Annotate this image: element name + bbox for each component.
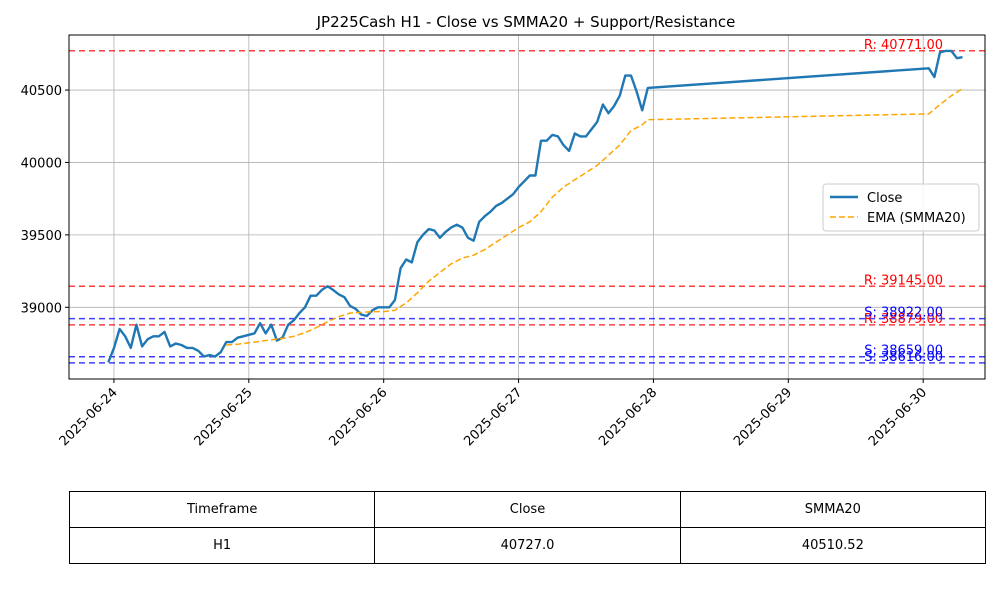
cell-smma20: 40510.52 bbox=[679, 527, 987, 564]
x-tick-label: 2025-06-26 bbox=[326, 385, 390, 449]
support-label: S: 38659.00 bbox=[864, 344, 943, 359]
legend-label: EMA (SMMA20) bbox=[867, 211, 966, 226]
levels bbox=[69, 50, 985, 364]
y-tick-label: 40500 bbox=[21, 84, 62, 99]
x-tick-label: 2025-06-29 bbox=[731, 385, 795, 449]
x-tick-label: 2025-06-30 bbox=[866, 385, 930, 449]
cell-timeframe: H1 bbox=[68, 527, 376, 564]
resistance-label: R: 38879.00 bbox=[864, 312, 943, 327]
x-tick-label: 2025-06-25 bbox=[192, 385, 256, 449]
y-tick-label: 39500 bbox=[21, 229, 62, 244]
x-tick-label: 2025-06-28 bbox=[596, 385, 660, 449]
cell-close: 40727.0 bbox=[374, 527, 681, 564]
legend-box bbox=[822, 183, 980, 232]
resistance-label: R: 39145.00 bbox=[864, 273, 943, 288]
series-line-ema-smma20 bbox=[226, 87, 963, 346]
legend-label: Close bbox=[867, 191, 902, 206]
summary-table: Timeframe Close SMMA20 H1 40727.0 40510.… bbox=[68, 491, 987, 564]
chart-title: JP225Cash H1 - Close vs SMMA20 + Support… bbox=[316, 13, 736, 31]
header-close: Close bbox=[374, 491, 681, 528]
y-axis: 39000 39500 40000 40500 bbox=[21, 84, 69, 316]
plot-frame bbox=[68, 34, 986, 380]
x-axis: 2025-06-24 2025-06-25 2025-06-26 2025-06-27… bbox=[57, 379, 930, 449]
support-label: S: 38616.00 bbox=[864, 350, 943, 365]
y-tick-label: 40000 bbox=[21, 156, 62, 171]
header-smma20: SMMA20 bbox=[679, 491, 987, 528]
legend: Close EMA (SMMA20) bbox=[822, 183, 980, 232]
x-tick-label: 2025-06-27 bbox=[461, 385, 525, 449]
support-label: S: 38922.00 bbox=[864, 306, 943, 321]
chart: JP225Cash H1 - Close vs SMMA20 + Support… bbox=[21, 13, 986, 449]
y-tick-label: 39000 bbox=[21, 301, 62, 316]
series-line-close bbox=[107, 49, 963, 363]
series bbox=[107, 49, 963, 363]
x-tick-label: 2025-06-24 bbox=[57, 385, 121, 449]
level-labels: R: 40771.00 R: 39145.00 R: 38879.00S: 3892… bbox=[864, 38, 943, 365]
grid bbox=[69, 35, 985, 379]
resistance-label: R: 40771.00 bbox=[864, 38, 943, 53]
table-header-row: Timeframe Close SMMA20 bbox=[68, 491, 987, 528]
table-row: H1 40727.0 40510.52 bbox=[68, 527, 987, 564]
header-timeframe: Timeframe bbox=[68, 491, 376, 528]
